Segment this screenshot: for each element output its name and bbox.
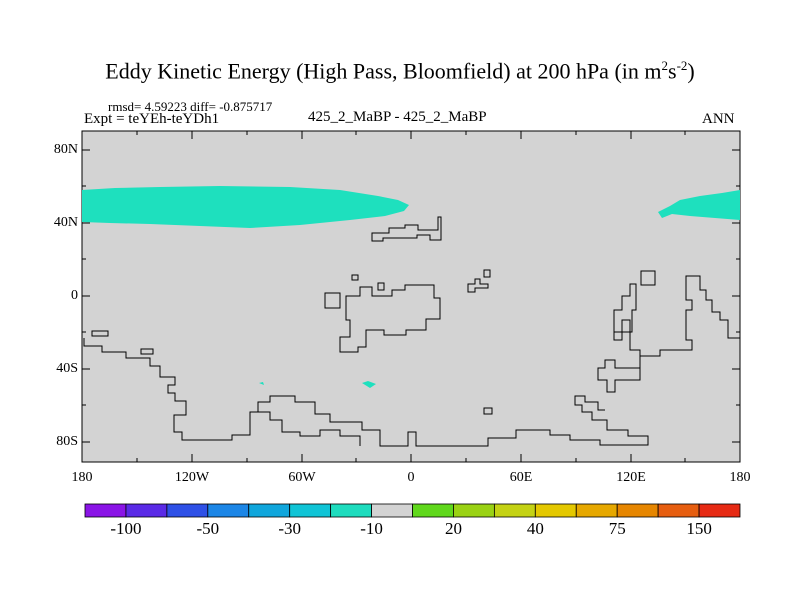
x-tick-label: 120W <box>174 470 210 485</box>
experiment-label: Expt = teYEh-teYDh1 <box>84 111 220 127</box>
colorbar <box>84 503 741 518</box>
title-unit-s: s <box>668 58 677 84</box>
coast-island-b <box>324 292 341 309</box>
anomaly-spot-south <box>362 381 376 388</box>
colorbar-swatch <box>412 503 454 518</box>
colorbar-swatch <box>657 503 700 518</box>
colorbar-swatch <box>453 503 495 518</box>
y-tick-label: 80N <box>53 142 78 157</box>
x-tick-label: 0 <box>407 470 415 485</box>
coastlines <box>83 216 740 447</box>
colorbar-swatch <box>248 503 291 518</box>
colorbar-label: -50 <box>196 519 220 538</box>
coast-africa <box>339 284 441 353</box>
anomaly-spot-south-west <box>259 382 264 385</box>
x-tick-label: 180 <box>729 470 751 485</box>
coast-europe <box>371 216 442 242</box>
colorbar-label: -30 <box>278 519 302 538</box>
coast-island-h <box>483 407 493 415</box>
plot-title: Eddy Kinetic Energy (High Pass, Bloomfie… <box>0 58 800 84</box>
title-main: Eddy Kinetic Energy (High Pass, Bloomfie… <box>105 58 662 84</box>
colorbar-swatch <box>534 503 577 518</box>
colorbar-swatch <box>616 503 659 518</box>
colorbar-label: 40 <box>526 519 544 538</box>
colorbar-swatch <box>330 503 372 518</box>
y-tick-label: 80S <box>56 434 78 449</box>
anomaly-band-east <box>658 190 740 220</box>
colorbar-label: 150 <box>686 519 712 538</box>
y-tick-label: 0 <box>71 288 78 303</box>
minor-ticks <box>82 131 740 462</box>
colorbar-swatch <box>289 503 332 518</box>
coast-island-f <box>91 330 109 337</box>
colorbar-swatch <box>84 503 127 518</box>
coast-island-g <box>140 348 154 355</box>
case-label: 425_2_MaBP - 425_2_MaBP <box>308 109 487 125</box>
x-tick-label: 180 <box>71 470 93 485</box>
x-tick-label: 120E <box>616 470 646 485</box>
colorbar-swatch <box>698 503 741 518</box>
coast-australia <box>83 338 649 447</box>
title-close: ) <box>687 58 695 84</box>
coast-southern-ridge <box>258 411 361 446</box>
anomaly-band-west <box>82 186 409 228</box>
coast-island-e <box>640 270 656 286</box>
colorbar-swatch <box>575 503 618 518</box>
colorbar-swatch <box>493 503 536 518</box>
colorbar-swatch <box>125 503 168 518</box>
x-tick-label: 60W <box>288 470 316 485</box>
coast-island-d <box>483 269 491 278</box>
colorbar-swatch <box>207 503 250 518</box>
title-unit-sup2: -2 <box>676 58 688 73</box>
y-tick-label: 40S <box>56 361 78 376</box>
coast-island-c <box>377 282 385 291</box>
coast-island-a <box>351 274 359 281</box>
title-unit-sup1: 2 <box>661 58 669 73</box>
season-label: ANN <box>702 111 735 127</box>
colorbar-label: -10 <box>360 519 383 538</box>
map-background <box>81 130 741 463</box>
stats-label: rmsd= 4.59223 diff= -0.875717 <box>108 99 273 114</box>
tick-marks <box>81 131 741 462</box>
y-tick-label: 40N <box>53 215 78 230</box>
colorbar-label: -100 <box>110 519 142 538</box>
colorbar-swatch <box>371 503 413 518</box>
colorbar-swatch <box>166 503 209 518</box>
x-tick-label: 60E <box>509 470 533 485</box>
coast-middle-east <box>467 278 489 293</box>
colorbar-label: 20 <box>444 519 462 538</box>
coast-asia-east <box>597 275 740 393</box>
colorbar-label: 75 <box>608 519 626 538</box>
